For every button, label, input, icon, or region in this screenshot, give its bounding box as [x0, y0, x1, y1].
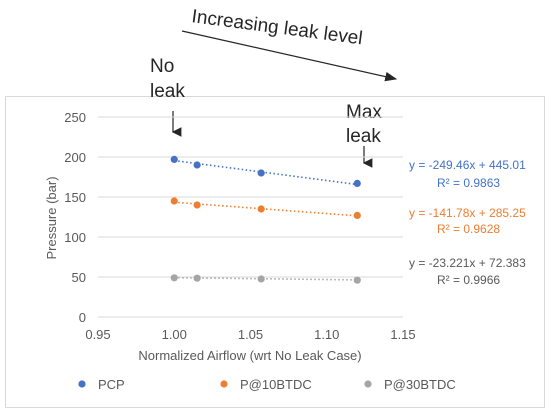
- y-tick-label: 250: [64, 110, 86, 125]
- trendline-p-30btdc: [174, 276, 358, 281]
- y-tick-label: 150: [64, 190, 86, 205]
- data-point-pcp: [257, 169, 265, 177]
- x-tick-label: 1.05: [238, 327, 263, 342]
- data-point-p-30btdc: [257, 275, 265, 283]
- direction-arrow: [181, 30, 398, 82]
- max-leak-label-line2: leak: [346, 126, 381, 147]
- x-tick-label: 1.15: [390, 327, 415, 342]
- data-point-p-10btdc: [170, 197, 178, 205]
- y-tick-label: 0: [79, 310, 86, 325]
- trendline-p-10btdc: [174, 201, 358, 217]
- data-point-pcp: [353, 179, 361, 187]
- legend-label: P@10BTDC: [240, 377, 312, 392]
- legend-label: P@30BTDC: [384, 377, 456, 392]
- r-squared-label: R² = 0.9966: [437, 273, 500, 287]
- trendline-equations: y = -249.46x + 445.01 R² = 0.9863 y = -141…: [409, 158, 526, 287]
- equation-label: y = -249.46x + 445.01: [409, 158, 526, 172]
- data-point-p-30btdc: [353, 276, 361, 284]
- legend-marker: [78, 380, 86, 388]
- direction-label: Increasing leak level: [190, 6, 363, 49]
- data-point-p-30btdc: [193, 274, 201, 282]
- data-point-p-30btdc: [170, 274, 178, 282]
- legend-marker: [220, 380, 228, 388]
- legend: PCP P@10BTDC P@30BTDC: [78, 377, 456, 392]
- chart-frame: [5, 96, 545, 408]
- equation-label: y = -23.221x + 72.383: [409, 256, 526, 270]
- y-axis-title: Pressure (bar): [44, 176, 59, 259]
- legend-label: PCP: [98, 377, 125, 392]
- x-tick-label: 1.00: [162, 327, 187, 342]
- equation-label: y = -141.78x + 285.25: [409, 206, 526, 220]
- x-axis-title: Normalized Airflow (wrt No Leak Case): [138, 348, 361, 363]
- no-leak-label-line2: leak: [150, 81, 185, 102]
- plot-area: 0 50 100 150 200 250 0.95 1.00 1.05 1.10 1.15: [64, 110, 415, 342]
- y-tick-label: 50: [72, 270, 86, 285]
- trendline-pcp: [174, 159, 358, 186]
- r-squared-label: R² = 0.9863: [437, 176, 500, 190]
- data-point-pcp: [170, 155, 178, 163]
- legend-marker: [364, 380, 372, 388]
- data-point-p-10btdc: [353, 211, 361, 219]
- y-tick-label: 200: [64, 150, 86, 165]
- r-squared-label: R² = 0.9628: [437, 222, 500, 236]
- data-point-pcp: [193, 161, 201, 169]
- data-point-p-10btdc: [257, 205, 265, 213]
- x-tick-label: 1.10: [314, 327, 339, 342]
- max-leak-label-line1: Max: [346, 102, 382, 123]
- data-point-p-10btdc: [193, 201, 201, 209]
- no-leak-label-line1: No: [150, 56, 174, 77]
- y-tick-label: 100: [64, 230, 86, 245]
- x-tick-label: 0.95: [85, 327, 110, 342]
